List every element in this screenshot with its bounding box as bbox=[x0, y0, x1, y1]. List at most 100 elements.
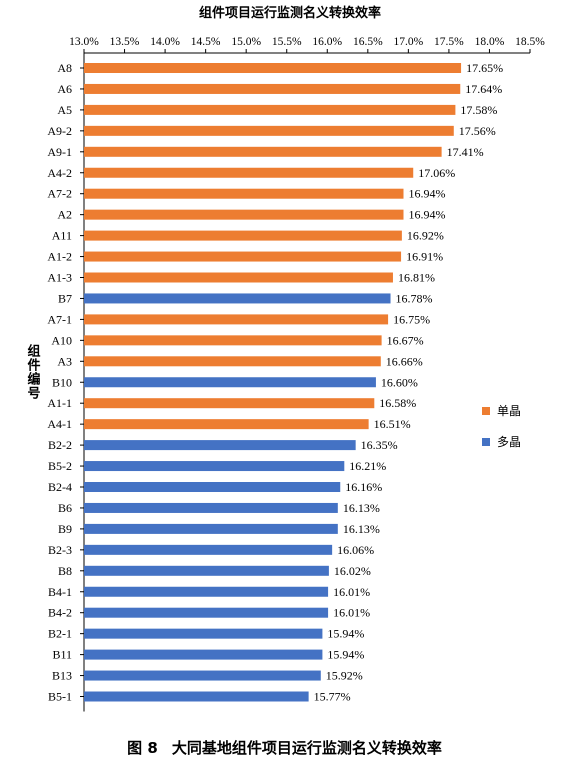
category-label: A4-2 bbox=[47, 166, 72, 180]
value-label: 16.92% bbox=[407, 229, 444, 243]
value-label: 17.06% bbox=[418, 166, 455, 180]
bar bbox=[84, 544, 333, 555]
category-label: B8 bbox=[58, 564, 72, 578]
value-label: 16.81% bbox=[398, 271, 435, 285]
value-label: 17.58% bbox=[460, 103, 497, 117]
figure-caption-text: 大同基地组件项目运行监测名义转换效率 bbox=[171, 739, 442, 757]
x-tick-label: 17.0% bbox=[394, 36, 424, 48]
legend-label: 单晶 bbox=[497, 404, 521, 418]
value-label: 16.94% bbox=[408, 208, 445, 222]
value-label: 16.06% bbox=[337, 543, 374, 557]
bar bbox=[84, 607, 329, 618]
value-label: 17.64% bbox=[465, 82, 502, 96]
figure-number: 图 8 bbox=[127, 739, 158, 757]
value-label: 16.01% bbox=[333, 585, 370, 599]
category-label: A7-2 bbox=[47, 187, 72, 201]
value-label: 16.13% bbox=[343, 522, 380, 536]
category-label: B2-4 bbox=[48, 480, 72, 494]
x-tick-label: 13.0% bbox=[69, 36, 99, 48]
x-tick-label: 17.5% bbox=[434, 36, 464, 48]
category-label: A2 bbox=[57, 208, 72, 222]
category-label: B10 bbox=[52, 375, 72, 389]
x-tick-label: 15.5% bbox=[272, 36, 302, 48]
bar bbox=[84, 314, 389, 325]
category-label: A1-3 bbox=[47, 271, 72, 285]
y-axis-label: 组件编号 bbox=[25, 343, 41, 400]
category-label: B13 bbox=[52, 669, 72, 683]
value-label: 16.21% bbox=[349, 459, 386, 473]
value-label: 16.67% bbox=[387, 333, 424, 347]
bar bbox=[84, 691, 309, 702]
value-label: 16.91% bbox=[406, 250, 443, 264]
x-tick-label: 14.5% bbox=[191, 36, 221, 48]
value-label: 16.35% bbox=[361, 438, 398, 452]
bars: A8 17.65% A6 17.64% A5 17.58% A9-2 17.56% A9-1 17… bbox=[47, 61, 503, 704]
category-label: A6 bbox=[57, 82, 72, 96]
value-label: 16.13% bbox=[343, 501, 380, 515]
bar bbox=[84, 377, 376, 388]
value-label: 16.94% bbox=[408, 187, 445, 201]
bar bbox=[84, 209, 404, 220]
x-tick-label: 14.0% bbox=[150, 36, 180, 48]
legend-label: 多晶 bbox=[497, 435, 521, 449]
category-label: A5 bbox=[57, 103, 72, 117]
x-tick-label: 18.5% bbox=[515, 36, 545, 48]
bar bbox=[84, 125, 454, 136]
x-tick-label: 13.5% bbox=[110, 36, 140, 48]
value-label: 16.01% bbox=[333, 606, 370, 620]
value-label: 16.16% bbox=[345, 480, 382, 494]
category-label: A1-1 bbox=[47, 396, 72, 410]
value-label: 16.02% bbox=[334, 564, 371, 578]
value-label: 17.65% bbox=[466, 61, 503, 75]
bar bbox=[84, 419, 369, 430]
bar bbox=[84, 482, 341, 492]
value-label: 16.60% bbox=[381, 375, 418, 389]
category-label: A9-1 bbox=[47, 145, 72, 159]
bar bbox=[84, 440, 356, 451]
bar bbox=[84, 63, 462, 73]
category-label: B4-2 bbox=[48, 606, 72, 620]
bar bbox=[84, 104, 456, 115]
bar bbox=[84, 502, 338, 513]
category-label: B2-3 bbox=[48, 543, 72, 557]
bar bbox=[84, 398, 375, 409]
category-label: B6 bbox=[58, 501, 72, 515]
x-tick-label: 16.5% bbox=[353, 36, 383, 48]
bar bbox=[84, 188, 404, 199]
category-label: B5-2 bbox=[48, 459, 72, 473]
category-label: A10 bbox=[51, 333, 72, 347]
value-label: 16.75% bbox=[393, 312, 430, 326]
value-label: 15.77% bbox=[314, 690, 351, 704]
category-label: A9-2 bbox=[47, 124, 72, 138]
value-label: 16.78% bbox=[396, 291, 433, 305]
bar bbox=[84, 251, 402, 262]
bar bbox=[84, 167, 414, 178]
bar bbox=[84, 146, 442, 157]
category-label: B2-1 bbox=[48, 627, 72, 641]
bar bbox=[84, 335, 382, 346]
legend-swatch bbox=[482, 407, 490, 415]
category-label: B11 bbox=[52, 648, 72, 662]
category-label: A8 bbox=[57, 61, 72, 75]
value-label: 16.51% bbox=[374, 417, 411, 431]
value-label: 15.94% bbox=[327, 648, 364, 662]
category-label: A7-1 bbox=[47, 312, 72, 326]
bar-chart: 组件项目运行监测名义转换效率 13.0% 13.5% 14.0% 14.5% 15.0%… bbox=[25, 5, 545, 712]
value-label: 17.41% bbox=[447, 145, 484, 159]
legend-swatch bbox=[482, 438, 490, 446]
bar bbox=[84, 565, 329, 576]
value-label: 15.94% bbox=[327, 627, 364, 641]
bar bbox=[84, 670, 321, 681]
category-label: A11 bbox=[52, 229, 72, 243]
category-label: B4-1 bbox=[48, 585, 72, 599]
x-tick-label: 16.0% bbox=[312, 36, 342, 48]
value-label: 16.66% bbox=[386, 354, 423, 368]
category-label: B5-1 bbox=[48, 690, 72, 704]
figure-caption: 图 8 大同基地组件项目运行监测名义转换效率 bbox=[0, 737, 569, 758]
bar bbox=[84, 586, 329, 597]
value-label: 16.58% bbox=[379, 396, 416, 410]
x-axis-tick-labels: 13.0% 13.5% 14.0% 14.5% 15.0% 15.5% 16.0% 16.5%… bbox=[69, 36, 545, 53]
category-label: A3 bbox=[57, 354, 72, 368]
category-label: A4-1 bbox=[47, 417, 72, 431]
